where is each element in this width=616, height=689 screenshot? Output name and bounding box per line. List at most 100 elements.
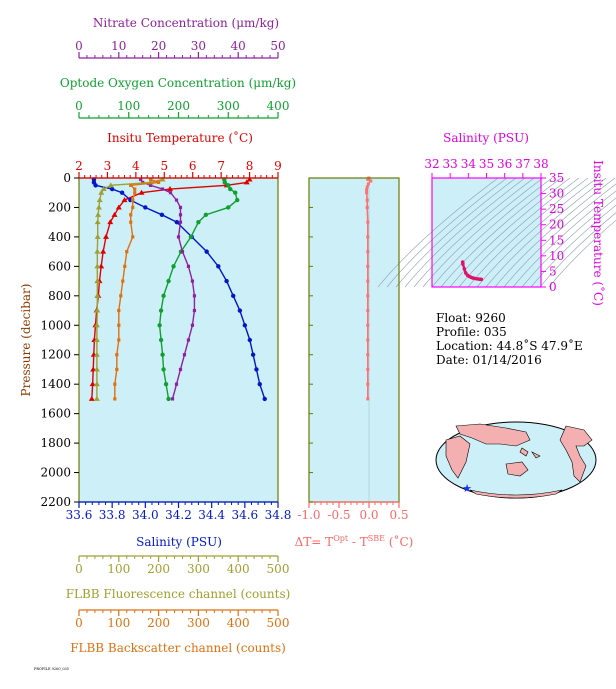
ts-salinity-tick-label: 38 [533,157,548,171]
ts-temperature-tick-label: 35 [549,171,564,185]
ts-isopycnal [422,177,544,288]
oxygen-point [233,190,238,195]
salinity-point [109,186,115,192]
delta-t-point [366,177,370,181]
salinity-point [224,278,229,284]
temperature-tick-label: 4 [132,159,140,173]
pressure-tick-label: 200 [48,200,71,214]
temperature-tick-label: 2 [75,159,83,173]
salinity-point [257,381,262,387]
backscatter-tick-label: 100 [107,616,130,630]
fluorescence-point [94,219,101,225]
fluorescence-point [94,233,101,239]
nitrate-tick-label: 50 [270,39,285,53]
temperature-point [107,219,114,225]
oxygen-point [203,212,209,218]
salinity-point [250,352,256,357]
footer-id: PROFILE 9260_035 [34,667,69,671]
ts-point [461,262,465,266]
pressure-tick-label: 2000 [40,466,71,480]
nitrate-point [160,187,165,191]
backscatter-point [133,191,137,195]
ts-temperature-tick-label: 5 [549,264,557,278]
nitrate-axis-title: Nitrate Concentration (μm/kg) [93,16,279,30]
ts-plot-area [432,178,541,287]
oxygen-tick-label: 300 [217,99,240,113]
backscatter-point [133,187,137,191]
oxygen-point [228,186,233,192]
oxygen-point [160,352,165,357]
fluorescence-point [94,307,101,313]
delta-t-series [365,176,373,502]
oxygen-axis-title: Optode Oxygen Concentration (μm/kg) [60,76,296,90]
float-location-marker: ★ [462,482,472,495]
main-profile-series [88,176,267,402]
temperature-point [103,233,110,239]
fluorescence-tick-label: 0 [75,562,83,576]
pressure-tick-label: 1000 [40,318,71,332]
backscatter-tick-label: 200 [147,616,170,630]
delta-t-point [366,367,370,371]
fluorescence-point [93,351,100,357]
ts-isopycnal-lines [377,177,616,288]
ts-salinity-tick-label: 35 [479,157,494,171]
salinity-tick-label: 34.0 [132,508,159,522]
fluorescence-point [159,176,166,182]
ts-isopycnal [386,177,508,288]
temperature-point [88,395,95,401]
backscatter-point [129,220,133,224]
ts-isopycnal [512,190,616,288]
nitrate-point [192,308,197,313]
fluorescence-point [94,292,101,298]
delta-t-axis-title: ΔT= TOpt - TSBE (˚C) [295,534,414,549]
oxygen-point [196,219,201,225]
ts-temperature-axis-title: Insitu Temperature (˚C) [591,160,606,306]
ts-temperature-tick-label: 0 [549,280,557,294]
nitrate-point [139,177,143,182]
delta-t-point [366,323,370,327]
nitrate-tick-label: 10 [111,39,126,53]
nitrate-point [186,338,191,342]
backscatter-point [113,397,117,401]
backscatter-point [119,294,123,298]
ts-isopycnal [476,177,598,288]
temperature-point [89,381,96,387]
salinity-point [231,293,236,299]
temperature-point [115,204,122,210]
backscatter-tick-label: 0 [75,616,83,630]
pressure-tick-label: 2200 [40,495,71,509]
backscatter-point [131,198,135,202]
delta-t-point [366,294,370,298]
ts-salinity-tick-label: 36 [497,157,512,171]
delta-t-point [366,353,370,357]
ts-isopycnal [449,177,571,288]
salinity-point [119,190,125,195]
temperature-tick-label: 5 [160,159,168,173]
temperature-point [138,189,145,195]
temperature-point [121,197,128,203]
float-id: Float: 9260 [436,311,506,325]
ts-temperature-tick-label: 15 [549,233,564,247]
fluorescence-point [100,186,107,192]
ts-salinity-tick-label: 34 [461,157,477,171]
salinity-point [254,367,259,372]
delta-t-point [365,198,369,202]
fluorescence-tick-label: 100 [107,562,130,576]
pressure-tick-label: 1800 [40,436,71,450]
delta-t-tick-label: -1.0 [297,508,320,522]
nitrate-point [178,205,183,210]
ts-isopycnal [440,177,562,288]
salinity-point [159,212,165,218]
fluorescence-point [95,204,102,210]
map-land-eurasia [455,423,531,447]
nitrate-point [170,397,175,401]
oxygen-point [166,396,171,402]
backscatter-point [131,235,135,239]
delta-t-point [365,205,369,209]
oxygen-point [226,183,231,188]
nitrate-point [182,353,187,357]
delta-t-tick-label: 0.0 [359,508,378,522]
fluorescence-point [94,263,101,269]
temperature-tick-label: 9 [274,159,282,173]
